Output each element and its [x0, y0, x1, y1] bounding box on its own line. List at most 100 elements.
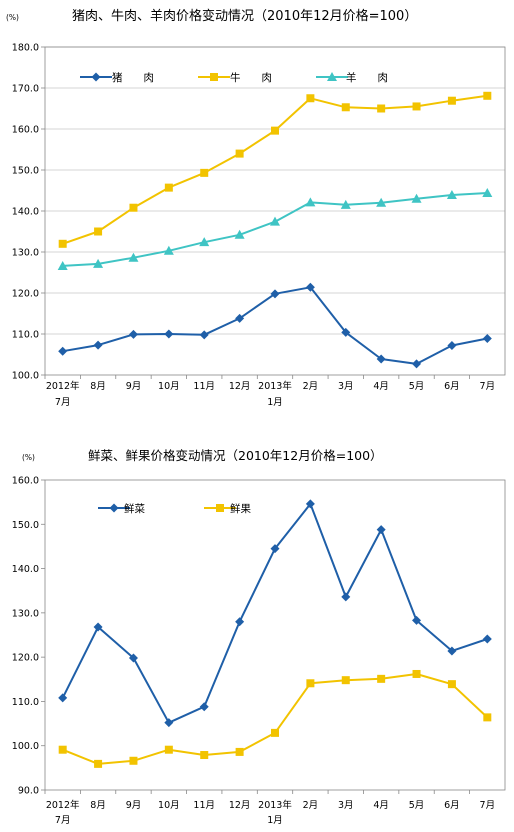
x-tick-label: 10月 [158, 381, 180, 392]
data-point [412, 669, 421, 678]
series-line [62, 673, 488, 765]
data-point [235, 617, 245, 627]
data-point [129, 203, 138, 212]
x-tick-label: 4月 [373, 800, 389, 811]
data-point [93, 258, 104, 268]
series-2 [58, 91, 492, 248]
data-point [341, 592, 351, 602]
y-tick-label: 140.0 [12, 564, 39, 575]
data-point [341, 103, 350, 112]
data-point [377, 674, 386, 683]
y-tick-label: 120.0 [12, 289, 39, 300]
data-point [235, 747, 244, 756]
chart-2: 鲜菜、鲜果价格变动情况（2010年12月价格=100） (%) 90.0 100.0 1… [12, 448, 506, 826]
x-tick-label: 2013年 [258, 380, 292, 392]
y-tick-label: 100.0 [12, 371, 39, 382]
data-point [93, 340, 103, 350]
y-tick-label: 150.0 [12, 520, 39, 531]
legend-label: 鲜菜 [124, 502, 145, 515]
series-1 [58, 499, 492, 728]
data-point [270, 289, 280, 299]
data-point [340, 199, 351, 209]
data-point [305, 282, 315, 292]
y-tick-label: 140.0 [12, 207, 39, 218]
x-tick-label: 8月 [90, 800, 106, 811]
y-tick-label: 160.0 [12, 125, 39, 136]
data-point [271, 126, 279, 135]
data-point [58, 239, 67, 248]
data-point [199, 330, 209, 340]
x-tick-label: 1月 [267, 815, 283, 826]
data-point [164, 183, 173, 192]
data-point [447, 340, 457, 350]
data-point [234, 229, 245, 239]
data-point [199, 237, 210, 247]
x-tick-label: 11月 [193, 800, 215, 811]
data-point [412, 102, 421, 111]
data-point [163, 245, 174, 255]
legend-label: 牛 肉 [230, 71, 272, 84]
data-point [270, 216, 280, 226]
data-point [412, 615, 422, 625]
x-tick-label: 2月 [303, 381, 319, 392]
legend-marker [216, 504, 224, 512]
y-unit-label: (%) [6, 13, 19, 22]
y-tick-label: 180.0 [12, 43, 39, 54]
legend-marker [210, 73, 218, 81]
legend-marker [109, 503, 119, 513]
data-point [164, 718, 174, 728]
data-point [483, 713, 492, 722]
data-point [129, 756, 138, 765]
x-tick-label: 7月 [480, 800, 496, 811]
x-tick-label: 2月 [303, 800, 319, 811]
y-tick-label: 130.0 [12, 608, 39, 619]
chart-title: 鲜菜、鲜果价格变动情况（2010年12月价格=100） [88, 448, 383, 463]
y-tick-label: 150.0 [12, 166, 39, 177]
data-point [164, 329, 174, 339]
data-point [376, 197, 387, 207]
x-tick-label: 2013年 [258, 799, 292, 811]
x-tick-label: 12月 [229, 800, 251, 811]
y-tick-label: 110.0 [12, 697, 39, 708]
y-tick-label: 100.0 [12, 741, 39, 752]
data-point [306, 94, 315, 103]
series-line [62, 286, 488, 365]
data-point [306, 679, 315, 688]
data-point [411, 193, 422, 203]
x-tick-label: 11月 [193, 381, 215, 392]
y-tick-label: 110.0 [12, 330, 39, 341]
x-tick-label: 7月 [55, 397, 71, 408]
data-point [94, 227, 103, 236]
data-point [305, 499, 315, 509]
y-tick-label: 160.0 [12, 476, 39, 487]
x-tick-label: 2012年 [46, 799, 80, 811]
x-tick-label: 2012年 [46, 380, 80, 392]
x-tick-label: 10月 [158, 800, 180, 811]
data-point [482, 187, 493, 197]
data-point [377, 104, 386, 113]
x-tick-label: 4月 [373, 381, 389, 392]
x-tick-label: 9月 [126, 381, 142, 392]
data-point [128, 252, 139, 262]
chart-title: 猪肉、牛肉、羊肉价格变动情况（2010年12月价格=100） [72, 8, 417, 24]
x-tick-label: 7月 [480, 381, 496, 392]
legend-marker [91, 72, 101, 82]
series-1 [58, 282, 492, 369]
data-point [305, 197, 316, 207]
y-tick-label: 170.0 [12, 84, 39, 95]
legend-label: 羊 肉 [346, 71, 388, 84]
x-tick-label: 6月 [444, 800, 460, 811]
series-line [62, 192, 488, 267]
data-point [200, 751, 209, 760]
data-point [128, 329, 138, 339]
x-tick-label: 5月 [409, 800, 425, 811]
data-point [482, 334, 492, 344]
data-point [200, 168, 209, 177]
data-point [341, 676, 350, 685]
data-point [376, 354, 386, 364]
data-point [341, 327, 351, 337]
data-point [271, 728, 279, 737]
data-point [58, 346, 68, 356]
series-2 [58, 669, 492, 768]
